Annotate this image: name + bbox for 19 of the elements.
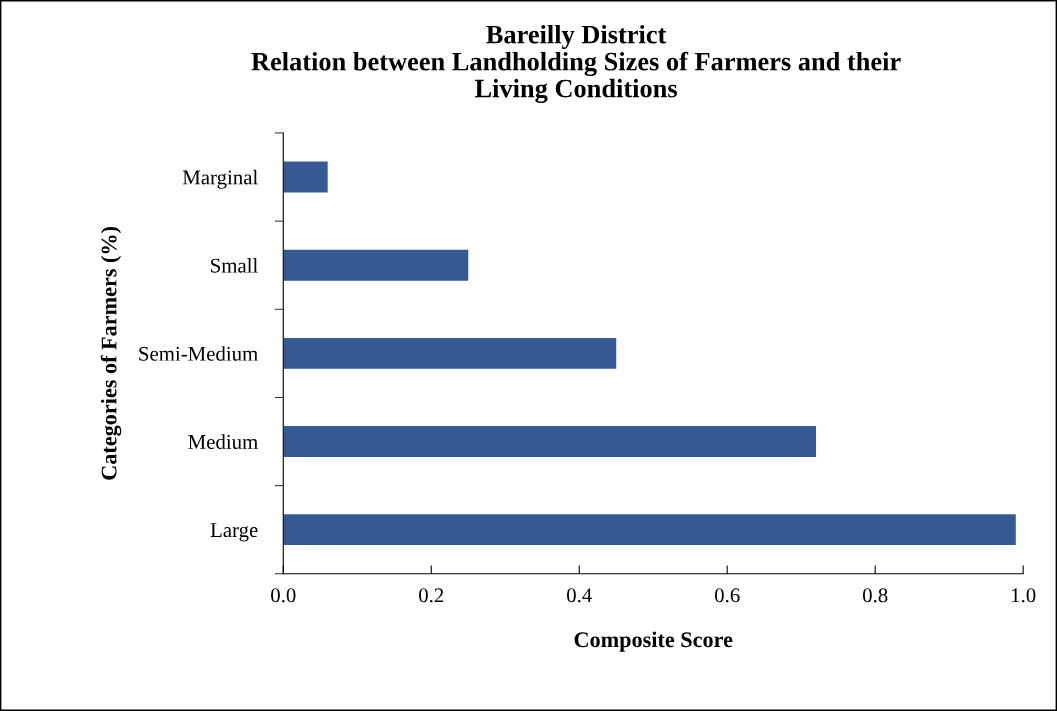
y-tick-label: Marginal (182, 169, 258, 189)
y-tick-label: Large (210, 523, 258, 542)
bar (283, 249, 469, 281)
x-tick-label: 0.0 (271, 588, 296, 603)
bar (283, 426, 816, 457)
chart-title: Bareilly District Relation between Landholding Sizes of Farmers and their Living Conditions (251, 24, 901, 103)
x-axis-title: Composite Score (574, 631, 733, 652)
x-tick-label: 0.2 (419, 588, 444, 603)
bar (283, 161, 328, 193)
y-tick-label: Medium (188, 434, 258, 449)
x-tick-label: 0.6 (714, 588, 740, 603)
x-tick-label: 0.8 (862, 588, 888, 603)
bar (283, 337, 617, 369)
x-tick-label: 1.0 (1011, 588, 1036, 603)
x-tick-label: 0.4 (567, 588, 592, 603)
y-axis-title: Categories of Farmers (%) (100, 226, 122, 480)
y-tick-label: Small (211, 257, 258, 273)
bar (283, 514, 1016, 546)
y-tick-label: Semi-Medium (139, 346, 258, 361)
